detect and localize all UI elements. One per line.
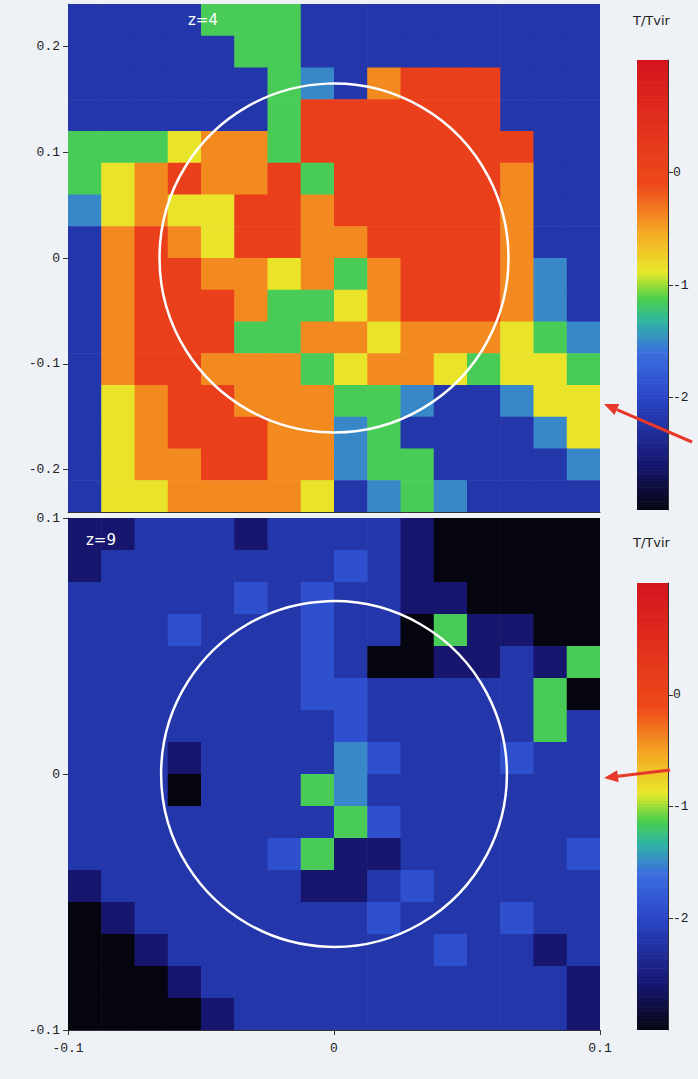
svg-text:-0.2: -0.2 xyxy=(29,462,60,477)
svg-text:-2: -2 xyxy=(673,911,689,926)
svg-text:-0.1: -0.1 xyxy=(29,356,60,371)
svg-text:0: 0 xyxy=(673,165,681,180)
svg-text:-0.1: -0.1 xyxy=(52,1041,83,1056)
svg-text:0.2: 0.2 xyxy=(37,39,60,54)
svg-text:-1: -1 xyxy=(673,799,689,814)
svg-text:-2: -2 xyxy=(673,390,689,405)
svg-text:T/Tvir: T/Tvir xyxy=(632,13,671,28)
svg-text:0.1: 0.1 xyxy=(37,145,61,160)
svg-text:0: 0 xyxy=(52,251,60,266)
svg-text:T/Tvir: T/Tvir xyxy=(632,535,671,550)
svg-text:0.1: 0.1 xyxy=(37,511,61,526)
svg-text:z=4: z=4 xyxy=(188,11,218,29)
svg-text:z=9: z=9 xyxy=(86,531,116,549)
svg-text:0: 0 xyxy=(330,1041,338,1056)
svg-text:0.1: 0.1 xyxy=(588,1041,612,1056)
svg-text:-1: -1 xyxy=(673,278,689,293)
svg-text:0: 0 xyxy=(52,767,60,782)
svg-text:-0.1: -0.1 xyxy=(29,1023,60,1038)
svg-text:0: 0 xyxy=(673,687,681,702)
